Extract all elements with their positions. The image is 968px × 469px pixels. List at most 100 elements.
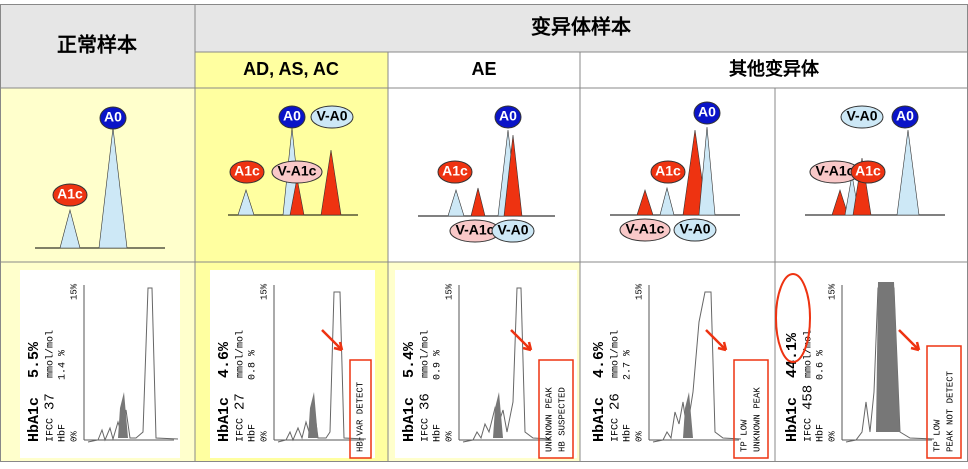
axis-min: 0%	[259, 431, 269, 442]
ifcc-label: IFCC	[46, 418, 57, 442]
label-bubble	[310, 105, 354, 129]
chromatogram-trace	[845, 287, 935, 443]
hbf-value: 0.8 %	[248, 350, 259, 380]
a1c-peak-fill	[308, 392, 318, 438]
axis-min: 0%	[444, 431, 454, 442]
peak-label: A1c	[57, 186, 83, 202]
ifcc-unit: mmol/mol	[420, 330, 432, 378]
ifcc-label: IFCC	[236, 418, 247, 442]
axis-max: 15%	[259, 283, 269, 300]
hbf-value: 2.7 %	[623, 350, 634, 380]
flag-text: UNKNOWN PEAK	[544, 387, 554, 452]
peak-label: V-A0	[679, 221, 710, 237]
a1c-peak-fill	[118, 392, 128, 438]
peak	[320, 149, 342, 216]
label-bubble	[271, 160, 323, 184]
peak	[447, 188, 465, 217]
header-normal: 正常样本	[57, 32, 137, 56]
label-bubble	[673, 218, 717, 242]
test-name: HbA1c	[401, 397, 418, 442]
a1c-percent: 5.4%	[401, 341, 418, 378]
peak	[503, 134, 523, 217]
a1c-percent: 5.5%	[26, 341, 43, 378]
label-bubble	[693, 101, 721, 125]
peak	[659, 186, 675, 216]
flag-box	[538, 359, 574, 459]
flag-text: TP LOW	[739, 419, 749, 452]
axis-min: 0%	[634, 431, 644, 442]
hbf-value: 0.9 %	[433, 350, 444, 380]
peak-label: A1c	[855, 163, 881, 179]
label-bubble	[99, 106, 127, 130]
label-bubble	[891, 105, 919, 129]
a1c-percent: 4.6%	[216, 341, 233, 378]
report-paper	[20, 270, 180, 458]
peak	[698, 126, 716, 216]
ifcc-label: IFCC	[611, 418, 622, 442]
axis-min: 0%	[827, 431, 837, 442]
peak-label: V-A0	[846, 108, 877, 124]
peak-label: V-A1c	[456, 222, 495, 238]
test-name: HbA1c	[591, 397, 608, 442]
peak	[59, 208, 81, 249]
ifcc-value: 36	[418, 393, 434, 410]
flag-text: HB-VAR DETECT	[355, 381, 365, 452]
ifcc-unit: mmol/mol	[610, 330, 622, 378]
axis-min: 0%	[69, 431, 79, 442]
label-bubble	[229, 160, 265, 184]
axis-max: 15%	[444, 283, 454, 300]
report-paper	[210, 270, 375, 458]
peak	[470, 187, 486, 217]
a1c-peak-fill	[683, 392, 693, 438]
highlight-ring	[775, 273, 811, 363]
ifcc-unit: mmol/mol	[803, 330, 815, 378]
peak	[98, 127, 128, 249]
a1c-percent: 44.1%	[784, 332, 801, 378]
flag-text: HB SUSPECTED	[557, 387, 567, 452]
peak-label: V-A1c	[816, 163, 855, 179]
group-header: 其他变异体	[729, 58, 820, 79]
ifcc-value: 27	[233, 393, 249, 410]
red-arrow	[321, 329, 344, 352]
hbf-label: HbF	[432, 424, 444, 442]
flag-box	[349, 359, 372, 459]
ifcc-value: 458	[801, 385, 817, 410]
group-header: AD, AS, AC	[243, 59, 339, 79]
peak	[636, 189, 654, 216]
hbf-value: 0.6 %	[816, 350, 827, 380]
ifcc-label: IFCC	[421, 418, 432, 442]
peak-label: V-A1c	[626, 221, 665, 237]
label-bubble	[619, 218, 671, 242]
peak-label: A1c	[655, 163, 681, 179]
hbf-value: 1.4 %	[58, 350, 69, 380]
a1c-peak-fill	[876, 282, 900, 432]
peak-label: V-A1c	[278, 163, 317, 179]
test-name: HbA1c	[216, 397, 233, 442]
label-bubble	[437, 160, 473, 184]
axis-max: 15%	[827, 283, 837, 300]
peak-label: A1c	[234, 163, 260, 179]
axis-max: 15%	[634, 283, 644, 300]
peak-label: A1c	[442, 163, 468, 179]
peak-label: A0	[698, 104, 716, 120]
flag-text: TP LOW	[932, 419, 942, 452]
hbf-label: HbF	[815, 424, 827, 442]
peak-label: A0	[104, 109, 122, 125]
flag-box	[733, 359, 769, 459]
peak-label: A0	[283, 108, 301, 124]
red-arrow	[705, 329, 728, 352]
hbf-label: HbF	[622, 424, 634, 442]
label-bubble	[494, 105, 522, 129]
ifcc-value: 37	[43, 393, 59, 410]
ifcc-value: 26	[608, 393, 624, 410]
a1c-percent: 4.6%	[591, 341, 608, 378]
peak	[896, 129, 920, 216]
report-paper	[585, 270, 772, 458]
flag-text: PEAK NOT DETECT	[945, 370, 955, 452]
label-bubble	[278, 105, 306, 129]
label-bubble	[840, 105, 884, 129]
red-arrow	[898, 329, 921, 352]
label-bubble	[650, 160, 686, 184]
ifcc-unit: mmol/mol	[235, 330, 247, 378]
flag-box	[926, 345, 962, 459]
